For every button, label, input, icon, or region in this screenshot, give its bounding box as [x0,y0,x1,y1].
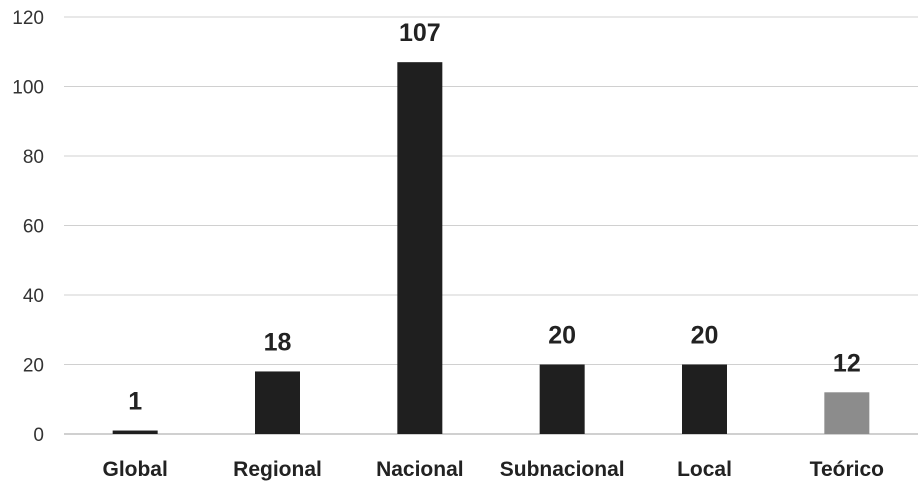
data-label-te-rico: 12 [833,349,861,377]
y-tick-label-20: 20 [23,356,44,377]
category-label-subnacional: Subnacional [500,458,625,481]
labels-layer: 0 20 40 60 80 100 120 1 Global 18 Regional 107 Nacio… [12,8,884,481]
bar-subnacional [539,364,585,434]
y-tick-label-40: 40 [23,286,44,307]
category-label-te-rico: Teórico [810,458,884,481]
category-label-regional: Regional [233,458,322,481]
y-tick-label-100: 100 [12,78,44,99]
data-label-subnacional: 20 [548,322,576,350]
bar-regional [255,371,300,434]
bar-nacional [397,62,443,435]
data-label-global: 1 [128,388,142,416]
y-tick-label-80: 80 [23,147,44,168]
bars-layer [112,62,870,435]
y-tick-label-120: 120 [12,8,44,29]
category-label-nacional: Nacional [376,458,464,481]
category-label-global: Global [102,458,167,481]
bar-global [112,430,158,434]
data-label-local: 20 [691,322,719,350]
bar-te-rico [824,392,870,434]
category-label-local: Local [677,458,732,481]
data-label-regional: 18 [264,328,292,356]
data-label-nacional: 107 [399,19,441,47]
y-tick-label-60: 60 [23,217,44,238]
y-tick-label-0: 0 [33,425,44,446]
bar-local [682,364,727,434]
grid-layer [64,16,918,435]
